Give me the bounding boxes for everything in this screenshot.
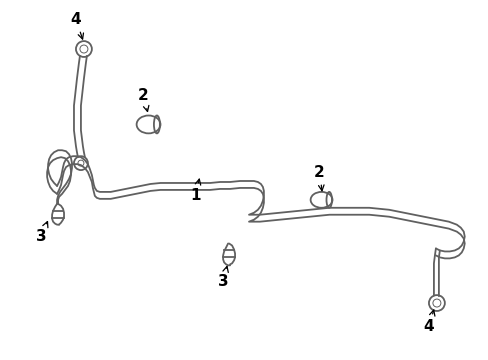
Text: 3: 3 (36, 221, 48, 244)
Text: 2: 2 (138, 88, 149, 112)
Text: 1: 1 (190, 179, 200, 203)
Text: 3: 3 (217, 266, 228, 289)
Text: 4: 4 (423, 310, 434, 334)
Text: 4: 4 (70, 12, 83, 39)
Text: 2: 2 (314, 165, 325, 191)
